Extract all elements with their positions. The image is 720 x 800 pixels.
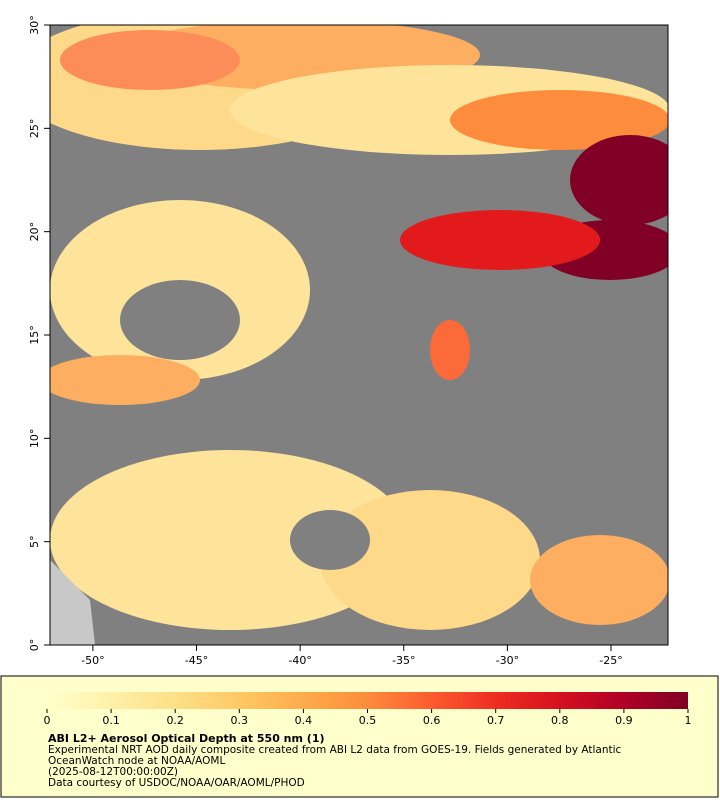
y-tick-label: 0° bbox=[28, 639, 41, 652]
x-tick-label: -25° bbox=[599, 654, 622, 667]
map-title: ABI L2+ Aerosol Optical Depth at 550 nm … bbox=[48, 732, 325, 745]
colorbar-tick-label: 0.8 bbox=[551, 714, 569, 727]
description: OceanWatch node at NOAA/AOML bbox=[48, 755, 225, 767]
y-tick-label: 25° bbox=[28, 119, 41, 139]
description: Experimental NRT AOD daily composite cre… bbox=[48, 744, 622, 756]
x-tick-label: -35° bbox=[392, 654, 415, 667]
y-tick-label: 20° bbox=[28, 222, 41, 242]
x-tick-label: -45° bbox=[185, 654, 208, 667]
x-tick-label: -40° bbox=[288, 654, 311, 667]
colorbar-tick-label: 0.6 bbox=[423, 714, 441, 727]
colorbar-tick-label: 0.3 bbox=[231, 714, 249, 727]
colorbar-tick-label: 0.2 bbox=[166, 714, 184, 727]
y-tick-label: 15° bbox=[28, 325, 41, 345]
colorbar-tick-label: 0.1 bbox=[102, 714, 120, 727]
colorbar-tick-label: 0 bbox=[44, 714, 51, 727]
colorbar-tick-label: 0.4 bbox=[295, 714, 313, 727]
axes: -50° -45° -40° -35° -30° -25° 0° 5° 10° 15° 20° 25°… bbox=[28, 15, 623, 667]
y-tick-label: 10° bbox=[28, 429, 41, 449]
x-tick-label: -50° bbox=[81, 654, 104, 667]
colorbar-tick-label: 0.7 bbox=[487, 714, 505, 727]
y-tick-label: 5° bbox=[28, 535, 41, 548]
x-tick-label: -30° bbox=[496, 654, 519, 667]
map-image bbox=[50, 25, 668, 645]
y-tick-label: 30° bbox=[28, 15, 41, 35]
colorbar-ramp bbox=[47, 692, 688, 709]
description: (2025-08-12T00:00:00Z) bbox=[48, 766, 178, 778]
colorbar-tick-label: 0.9 bbox=[615, 714, 633, 727]
description: Data courtesy of USDOC/NOAA/OAR/AOML/PHO… bbox=[48, 777, 305, 789]
colorbar-tick-label: 0.5 bbox=[359, 714, 377, 727]
colorbar: 0 0.1 0.2 0.3 0.4 0.5 0.6 0.7 0.8 0.9 1 bbox=[44, 692, 692, 727]
colorbar-tick-label: 1 bbox=[685, 714, 692, 727]
